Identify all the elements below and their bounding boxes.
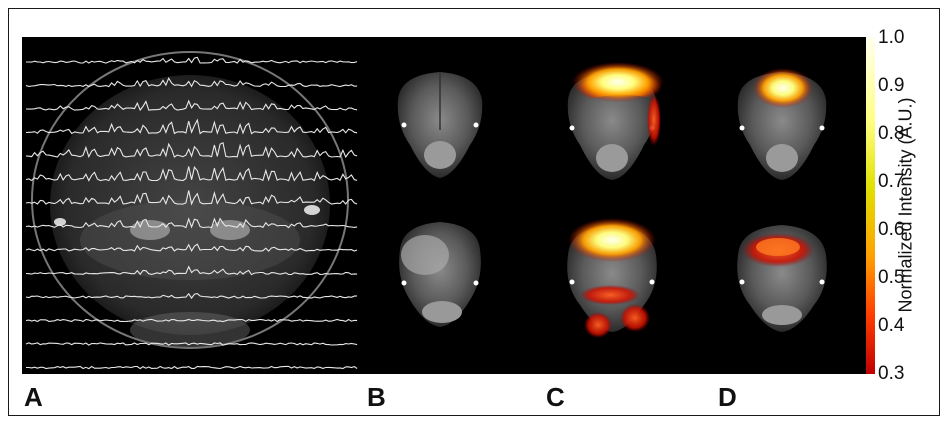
spectrum-row (25, 342, 358, 346)
spectrum-row (25, 243, 358, 252)
spectrum-row (25, 318, 358, 323)
colorbar-tick: 0.3 (878, 363, 905, 384)
panel-label-c: C (546, 382, 565, 412)
panel-label-a: A (24, 382, 43, 412)
spectrum-row (25, 292, 358, 300)
colorbar-tick: 0.8 (878, 123, 905, 144)
spectrum-row (25, 142, 358, 159)
panel-label-d: D (718, 382, 737, 412)
spectrum-row (26, 56, 358, 64)
panel-d-image (737, 68, 827, 332)
spectrum-row (25, 190, 358, 206)
spectrum-row (25, 99, 358, 112)
colorbar-tick: 1.0 (878, 27, 905, 48)
panel-b-image (397, 72, 483, 327)
colorbar-tick: 0.4 (878, 315, 905, 336)
panel-label-b: B (367, 382, 386, 412)
panel-a-image (25, 51, 358, 370)
spectrum-row (25, 217, 358, 229)
colorbar-tick: 0.9 (878, 75, 905, 96)
spectrum-row (25, 118, 358, 135)
spectrum-row (25, 165, 358, 182)
spectrum-row (25, 265, 358, 276)
spectrum-row (26, 365, 358, 370)
panel-c-image (567, 62, 664, 338)
colorbar (866, 37, 875, 374)
colorbar-title: Normalized Intensity (A.U.) (895, 97, 916, 313)
colorbar-tick: 0.5 (878, 267, 905, 288)
colorbar-tick: 0.7 (878, 171, 905, 192)
colorbar-tick: 0.6 (878, 219, 905, 240)
spectrum-row (25, 76, 358, 88)
